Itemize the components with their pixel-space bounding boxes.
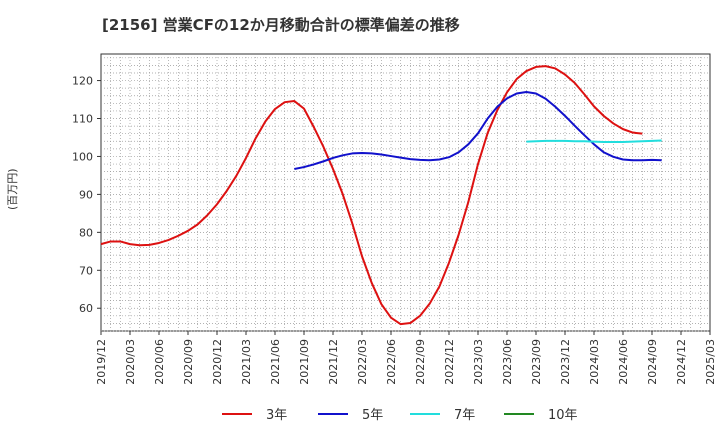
series-line-2 xyxy=(294,90,662,170)
y-tick-label: 100 xyxy=(72,150,93,163)
x-tick-label: 2023/03 xyxy=(472,339,485,385)
chart-title: [2156] 営業CFの12か月移動合計の標準偏差の推移 xyxy=(102,16,460,34)
x-tick-label: 2020/12 xyxy=(211,339,224,385)
x-tick-label: 2024/09 xyxy=(646,339,659,385)
x-tick-label: 2020/06 xyxy=(153,339,166,385)
x-tick-label: 2023/06 xyxy=(501,339,514,385)
series-line-3 xyxy=(526,139,662,144)
x-tick-label: 2019/12 xyxy=(95,339,108,385)
series-line-1 xyxy=(100,65,643,326)
legend-label: 3年 xyxy=(266,408,287,423)
x-tick-label: 2024/03 xyxy=(588,339,601,385)
x-tick-label: 2024/06 xyxy=(617,339,630,385)
y-tick-label: 70 xyxy=(79,264,93,277)
x-tick-label: 2021/03 xyxy=(240,339,253,385)
x-tick-label: 2024/12 xyxy=(675,339,688,385)
y-tick-label: 90 xyxy=(79,188,93,201)
x-tick-label: 2020/09 xyxy=(182,339,195,385)
y-tick-label: 60 xyxy=(79,302,93,315)
y-tick-label: 110 xyxy=(72,113,93,126)
x-tick-label: 2022/09 xyxy=(414,339,427,385)
legend-label: 7年 xyxy=(454,408,475,423)
x-tick-label: 2023/09 xyxy=(530,339,543,385)
x-tick-label: 2021/09 xyxy=(298,339,311,385)
x-tick-label: 2022/03 xyxy=(356,339,369,385)
x-tick-label: 2022/12 xyxy=(443,339,456,385)
y-tick-label: 120 xyxy=(72,75,93,88)
x-tick-label: 2020/03 xyxy=(124,339,137,385)
x-tick-label: 2022/06 xyxy=(385,339,398,385)
legend-label: 5年 xyxy=(362,408,383,423)
plot-area xyxy=(100,53,711,332)
x-tick-label: 2021/06 xyxy=(269,339,282,385)
legend-label: 10年 xyxy=(548,408,578,423)
x-tick-label: 2021/12 xyxy=(327,339,340,385)
x-tick-label: 2023/12 xyxy=(559,339,572,385)
x-tick-label: 2025/03 xyxy=(704,339,717,385)
y-tick-label: 80 xyxy=(79,226,93,239)
